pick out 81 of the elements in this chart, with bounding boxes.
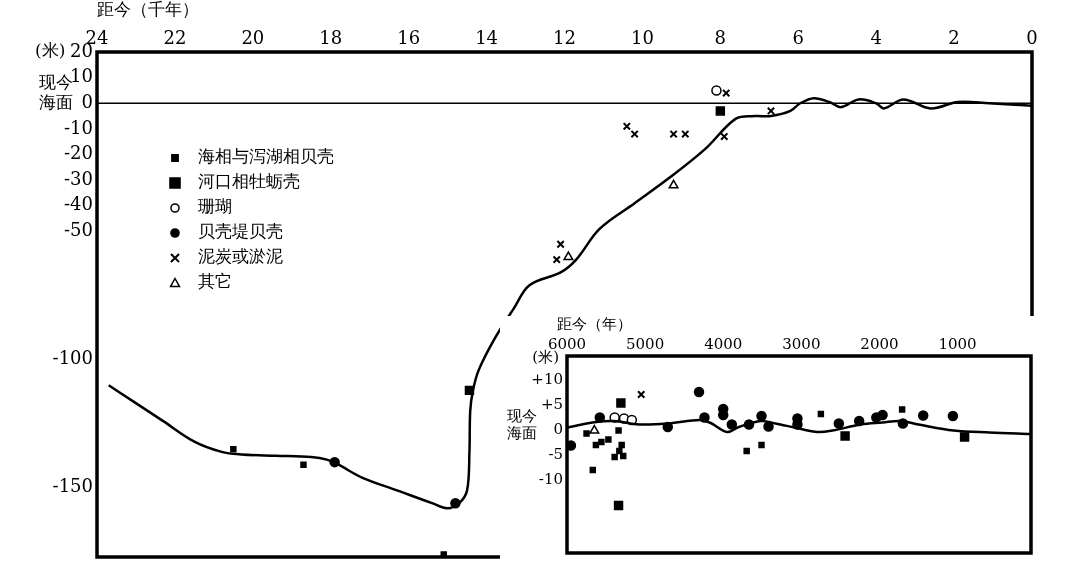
- point: [840, 431, 850, 441]
- x-tick-label: 4000: [704, 334, 743, 353]
- point: [300, 461, 307, 468]
- point: [693, 386, 705, 398]
- annotation: 现今海面: [507, 407, 537, 443]
- x-tick-label: 2000: [860, 334, 899, 353]
- point: [613, 500, 624, 511]
- y-tick-label: -40: [64, 193, 93, 215]
- y-tick-label: -30: [64, 167, 93, 189]
- point: [817, 410, 825, 418]
- x-tick-label: 5000: [626, 334, 665, 353]
- y-axis-title: (米): [35, 40, 66, 61]
- x-tick-label: 0: [1026, 26, 1038, 48]
- point: [563, 251, 574, 261]
- point: [620, 452, 627, 460]
- x-tick-label: 18: [319, 26, 343, 48]
- point: [766, 106, 776, 116]
- x-tick-label: 22: [163, 26, 187, 48]
- point: [556, 240, 565, 249]
- point: [616, 447, 623, 455]
- x-tick-label: 1000: [938, 334, 977, 353]
- x-tick-label: 12: [553, 26, 576, 48]
- point: [668, 179, 679, 189]
- point: [589, 424, 600, 434]
- point: [669, 129, 678, 139]
- legend-label: 泥炭或淤泥: [198, 246, 283, 267]
- legend-label: 珊瑚: [198, 196, 232, 217]
- y-tick-label: -20: [64, 142, 93, 164]
- legend-label: 海相与泻湖相贝壳: [198, 146, 334, 167]
- point: [616, 398, 626, 408]
- point: [630, 129, 639, 139]
- point: [615, 427, 622, 434]
- y-tick-label: 0: [553, 419, 563, 438]
- y-tick-label: +5: [540, 394, 563, 413]
- y-tick-label: -10: [64, 116, 93, 138]
- legend-label: 其它: [198, 271, 232, 292]
- point: [726, 419, 738, 430]
- y-tick-label: 0: [81, 90, 93, 112]
- ref-line-label: 现今海面: [39, 72, 73, 112]
- point: [611, 453, 618, 461]
- x-tick-label: 4: [870, 26, 882, 48]
- x-axis-title: 距今（年）: [557, 315, 632, 334]
- point: [722, 88, 731, 98]
- x-tick-label: 10: [630, 26, 654, 48]
- x-tick-label: 6: [792, 26, 804, 48]
- point: [833, 418, 845, 429]
- point: [583, 430, 590, 437]
- point: [589, 466, 596, 474]
- point: [959, 432, 970, 442]
- point: [917, 410, 929, 421]
- point: [552, 255, 561, 264]
- point: [637, 390, 646, 399]
- point: [622, 122, 632, 131]
- point: [877, 409, 888, 421]
- x-tick-label: 8: [714, 26, 727, 48]
- x-tick-label: 16: [397, 26, 421, 48]
- point: [711, 85, 722, 96]
- point: [681, 129, 690, 139]
- point: [230, 446, 237, 453]
- point: [898, 406, 906, 413]
- legend-label: 河口相牡蛎壳: [198, 171, 300, 192]
- x-tick-label: 20: [241, 26, 265, 48]
- point: [720, 132, 729, 141]
- y-tick-label: +10: [531, 369, 563, 388]
- x-tick-label: 14: [475, 26, 499, 48]
- y-tick-label: -150: [52, 475, 93, 497]
- point: [715, 106, 726, 116]
- y-tick-label: -10: [538, 469, 563, 488]
- y-tick-label: -100: [52, 347, 93, 369]
- point: [598, 438, 605, 446]
- x-axis-title: 距今（千年）: [97, 0, 199, 19]
- x-tick-label: 2: [948, 26, 960, 48]
- point: [743, 447, 750, 455]
- point: [947, 410, 959, 422]
- point: [618, 441, 625, 449]
- y-tick-label: -50: [64, 219, 93, 241]
- point: [605, 436, 612, 443]
- y-tick-label: -5: [548, 444, 563, 463]
- point: [758, 441, 765, 449]
- x-tick-label: 3000: [782, 334, 821, 353]
- legend-label: 贝壳堤贝壳: [198, 221, 283, 242]
